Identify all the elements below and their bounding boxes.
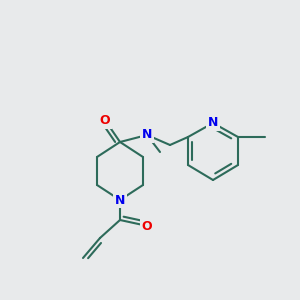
Text: N: N xyxy=(115,194,125,206)
Text: O: O xyxy=(100,115,110,128)
Text: O: O xyxy=(142,220,152,233)
Text: N: N xyxy=(142,128,152,142)
Text: N: N xyxy=(208,116,218,130)
